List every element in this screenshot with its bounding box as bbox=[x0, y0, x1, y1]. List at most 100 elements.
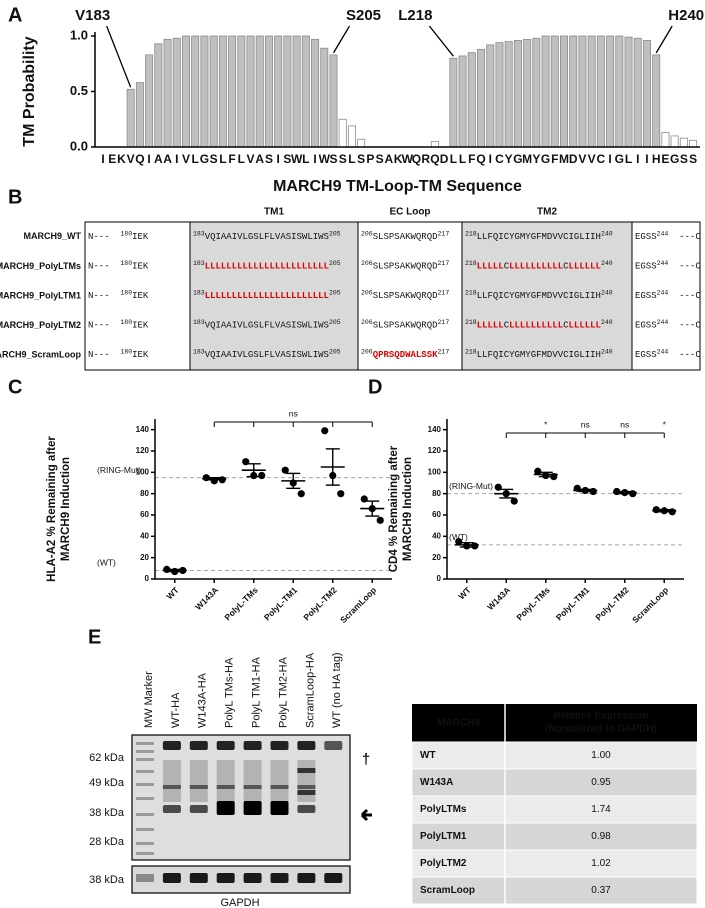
x-tick-label: PolyL-TMs bbox=[222, 585, 260, 623]
mw-label: 62 kDa bbox=[89, 752, 125, 764]
sequence-segment: 218 bbox=[465, 289, 477, 296]
bar bbox=[347, 125, 356, 148]
annotation: L218 bbox=[398, 7, 432, 24]
y-tick-label: 0 bbox=[437, 574, 442, 583]
x-tick-label: G bbox=[615, 152, 624, 166]
sequence: 206SLSPSAKWQRQD217 bbox=[361, 260, 449, 272]
table-cell: 0.98 bbox=[591, 831, 611, 842]
band bbox=[297, 741, 316, 750]
bar bbox=[135, 82, 144, 148]
x-tick-label: A bbox=[154, 152, 163, 166]
column-header: TM1 bbox=[264, 207, 284, 218]
y-tick-label: 40 bbox=[432, 531, 441, 540]
sequence-segment: 240 bbox=[601, 348, 613, 355]
panel-label: E bbox=[88, 626, 101, 648]
loading-band bbox=[216, 873, 235, 883]
x-tick-label: V bbox=[578, 152, 586, 166]
bar bbox=[633, 37, 642, 148]
annotation-line bbox=[106, 25, 132, 88]
sequence-segment: 218 bbox=[465, 230, 477, 237]
sequence-segment: 240 bbox=[601, 230, 613, 237]
x-tick-label: K bbox=[117, 152, 126, 166]
lane-label: PolyL TM2-HA bbox=[277, 656, 289, 728]
x-tick-label: Q bbox=[430, 152, 439, 166]
bar bbox=[430, 141, 439, 148]
sequence-segment: LLFQICYGMYGFMDVVCIGLIIH bbox=[477, 351, 601, 361]
bar bbox=[642, 40, 651, 148]
bar bbox=[181, 35, 190, 148]
band bbox=[243, 801, 262, 815]
x-tick-label: V bbox=[127, 152, 135, 166]
x-tick-label: L bbox=[348, 152, 355, 166]
band bbox=[270, 801, 289, 815]
data-point bbox=[258, 471, 266, 480]
sequence: EGSS244 ---C bbox=[635, 230, 701, 242]
loading-band bbox=[136, 874, 154, 882]
table-cell: 0.95 bbox=[591, 777, 611, 788]
loading-band bbox=[324, 873, 343, 883]
x-tick-label: I bbox=[645, 152, 648, 166]
sequence-segment: 206 bbox=[361, 319, 373, 326]
panel-label: D bbox=[368, 376, 382, 398]
x-tick-label: A bbox=[163, 152, 172, 166]
bar bbox=[255, 35, 264, 148]
bar bbox=[569, 35, 578, 148]
smear bbox=[189, 760, 208, 802]
sequence: 218LLFQICYGMYGFMDVVCIGLIIH240 bbox=[465, 230, 613, 242]
y-tick-label: 100 bbox=[428, 467, 442, 476]
table-cell: 1.00 bbox=[591, 750, 611, 761]
sequence: N--- 180IEK bbox=[88, 319, 149, 331]
sequence: 206SLSPSAKWQRQD217 bbox=[361, 230, 449, 242]
bar bbox=[486, 44, 495, 148]
sequence-segment: 244 bbox=[657, 319, 669, 326]
sequence-segment: C bbox=[504, 262, 510, 272]
x-tick-label: Q bbox=[135, 152, 144, 166]
x-tick-label: I bbox=[277, 152, 280, 166]
sequence: N--- 180IEK bbox=[88, 348, 149, 360]
x-tick-label: R bbox=[421, 152, 430, 166]
sequence-segment: LLLLLL bbox=[569, 262, 601, 272]
x-tick-label: V bbox=[247, 152, 255, 166]
y-tick-label: 140 bbox=[136, 425, 150, 434]
x-tick-label: G bbox=[670, 152, 679, 166]
sequence-segment: EGSS bbox=[635, 232, 657, 242]
band bbox=[297, 805, 316, 813]
y-tick-label: 0 bbox=[145, 574, 150, 583]
band bbox=[216, 785, 235, 789]
bar bbox=[467, 52, 476, 148]
bar bbox=[283, 35, 292, 148]
band bbox=[189, 785, 208, 789]
lane-label: PolyL TM1-HA bbox=[251, 656, 263, 728]
row-name: MARCH9_PolyLTM2 bbox=[0, 320, 81, 330]
row-name: MARCH9_ScramLoop bbox=[0, 350, 82, 360]
lane-label: WT-HA bbox=[170, 692, 182, 728]
x-tick-label: PolyL-TM2 bbox=[593, 585, 631, 623]
bar bbox=[301, 35, 310, 148]
band bbox=[216, 801, 235, 815]
table-header-cell: (Normalized to GAPDH) bbox=[545, 724, 657, 735]
sequence: 218LLLLLCLLLLLLLLLLCLLLLLL240 bbox=[465, 319, 613, 331]
bar bbox=[670, 135, 679, 148]
bar bbox=[292, 35, 301, 148]
x-tick-label: P bbox=[366, 152, 374, 166]
sequence-segment: IEK bbox=[132, 321, 149, 331]
sequence-segment: N--- bbox=[88, 321, 120, 331]
ladder-band bbox=[136, 770, 154, 773]
x-tick-label: E bbox=[661, 152, 669, 166]
sequence-segment: IEK bbox=[132, 262, 149, 272]
bar bbox=[458, 55, 467, 148]
sequence-segment: ---C bbox=[668, 232, 701, 242]
sequence-segment: N--- bbox=[88, 262, 120, 272]
x-tick-label: Q bbox=[476, 152, 485, 166]
sequence-segment: IEK bbox=[132, 351, 149, 361]
bar bbox=[477, 48, 486, 148]
ladder-band bbox=[136, 750, 154, 753]
x-tick-label: G bbox=[541, 152, 550, 166]
bar bbox=[311, 38, 320, 148]
bar bbox=[523, 38, 532, 148]
table-header-cell: Relative Expression bbox=[553, 711, 648, 722]
band bbox=[324, 741, 343, 750]
sequence: 206SLSPSAKWQRQD217 bbox=[361, 319, 449, 331]
sequence-segment: EGSS bbox=[635, 262, 657, 272]
bar bbox=[246, 35, 255, 148]
